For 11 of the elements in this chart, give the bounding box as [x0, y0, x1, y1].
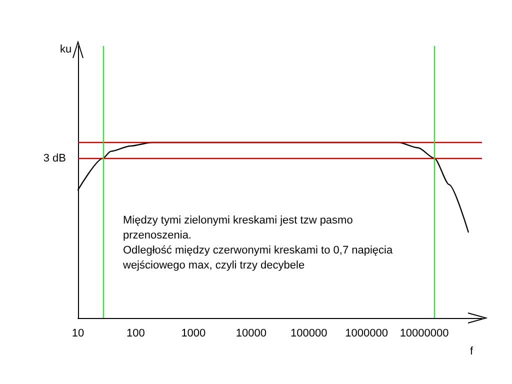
ref-line-label: 3 dB — [43, 152, 66, 164]
x-tick-label: 1000 — [181, 328, 206, 340]
text: ku — [60, 44, 72, 56]
x-tick-label: 10000 — [236, 328, 266, 340]
x-tick-label: 100000 — [290, 328, 328, 340]
x-tick-label: 1000000 — [345, 328, 388, 340]
x-tick-label: 10000000 — [400, 328, 449, 340]
x-tick-label: 10 — [72, 328, 84, 340]
x-tick-label: 100 — [126, 328, 145, 340]
annotation: Między tymi zielonymi kreskami jest tzw pasmo przenoszenia. Odległość między czerwonymi kreskami to 0,7 napięcia wejściowego max, czyli trzy decybele — [122, 214, 394, 272]
x-axis-title: f — [470, 346, 474, 358]
